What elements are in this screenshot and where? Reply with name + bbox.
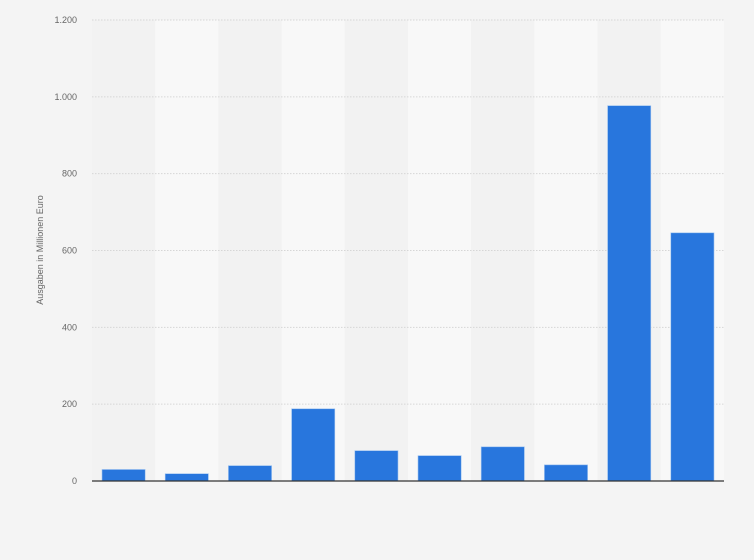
column-band bbox=[471, 20, 535, 481]
y-tick-label: 200 bbox=[62, 399, 77, 409]
y-axis-ticks: 0 200 400 600 800 1.000 1.200 bbox=[54, 15, 77, 486]
bar[interactable] bbox=[291, 408, 336, 482]
y-tick-label: 0 bbox=[72, 476, 77, 486]
bar[interactable] bbox=[544, 464, 588, 482]
bar[interactable] bbox=[101, 469, 146, 482]
column-band bbox=[92, 20, 156, 481]
bar[interactable] bbox=[607, 105, 652, 482]
gridlines bbox=[92, 19, 724, 405]
y-axis-label: Ausgaben in Millionen Euro bbox=[35, 195, 45, 305]
bar[interactable] bbox=[164, 473, 209, 482]
bars bbox=[101, 105, 715, 482]
y-tick-label: 400 bbox=[62, 322, 77, 332]
bar[interactable] bbox=[354, 450, 399, 482]
column-band bbox=[155, 20, 219, 481]
bar[interactable] bbox=[670, 232, 715, 482]
column-band bbox=[218, 20, 282, 481]
y-tick-label: 600 bbox=[62, 246, 77, 256]
bar[interactable] bbox=[228, 465, 272, 482]
bar[interactable] bbox=[417, 455, 462, 482]
y-tick-label: 1.000 bbox=[54, 92, 77, 102]
bar[interactable] bbox=[480, 446, 525, 482]
y-tick-label: 1.200 bbox=[54, 15, 77, 25]
column-band bbox=[281, 20, 345, 481]
column-band bbox=[344, 20, 408, 481]
y-tick-label: 800 bbox=[62, 169, 77, 179]
column-band bbox=[408, 20, 472, 481]
